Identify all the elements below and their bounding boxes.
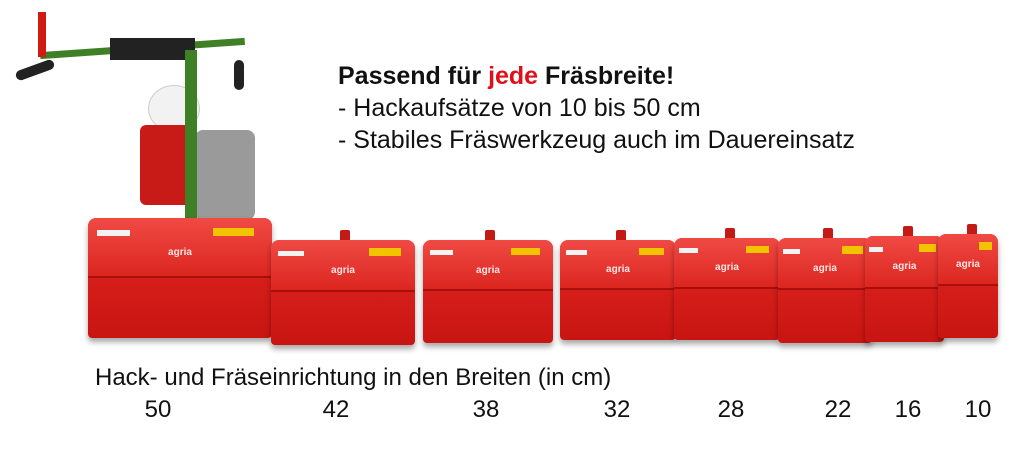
width-label: 32 [603,396,631,423]
caption: Hack- und Fräseinrichtung in den Breiten… [95,364,612,391]
hood-28: agria [674,228,780,340]
frame-column [185,50,197,220]
handle-grip-left [14,58,56,82]
width-label: 38 [472,396,500,423]
width-label: 22 [824,396,852,423]
headline: Passend für jede Fräsbreite! - Hackaufsä… [338,60,855,156]
width-label: 50 [144,396,172,423]
hood-38: agria [423,230,553,343]
headline-line-1: Passend für jede Fräsbreite! [338,62,675,90]
tiller-machine [10,10,270,230]
width-label: 16 [894,396,922,423]
hood-32: agria [560,230,676,340]
width-label: 28 [717,396,745,423]
headline-highlight: jede [488,62,539,90]
width-label: 42 [322,396,350,423]
control-box [110,38,195,60]
brand-logo: agria [331,265,355,277]
brand-logo: agria [813,263,837,275]
headline-line-2: - Hackaufsätze von 10 bis 50 cm [338,94,701,122]
brand-logo: agria [715,262,739,274]
hood-50: agria [88,218,272,338]
hood-22: agria [778,228,872,343]
brand-logo: agria [168,246,192,258]
gearbox [195,130,255,220]
hood-42: agria [271,230,415,345]
brand-logo: agria [606,264,630,275]
engine-block [140,125,190,205]
width-label: 10 [964,396,992,423]
hood-10: agria [938,224,998,338]
handle-grip-right [234,60,244,90]
brand-logo: agria [956,258,980,270]
hood-16: agria [865,226,944,342]
lever-red [38,12,46,57]
brand-logo: agria [892,261,917,273]
brand-logo: agria [476,264,500,276]
headline-line-3: - Stabiles Fräswerkzeug auch im Dauerein… [338,126,855,154]
